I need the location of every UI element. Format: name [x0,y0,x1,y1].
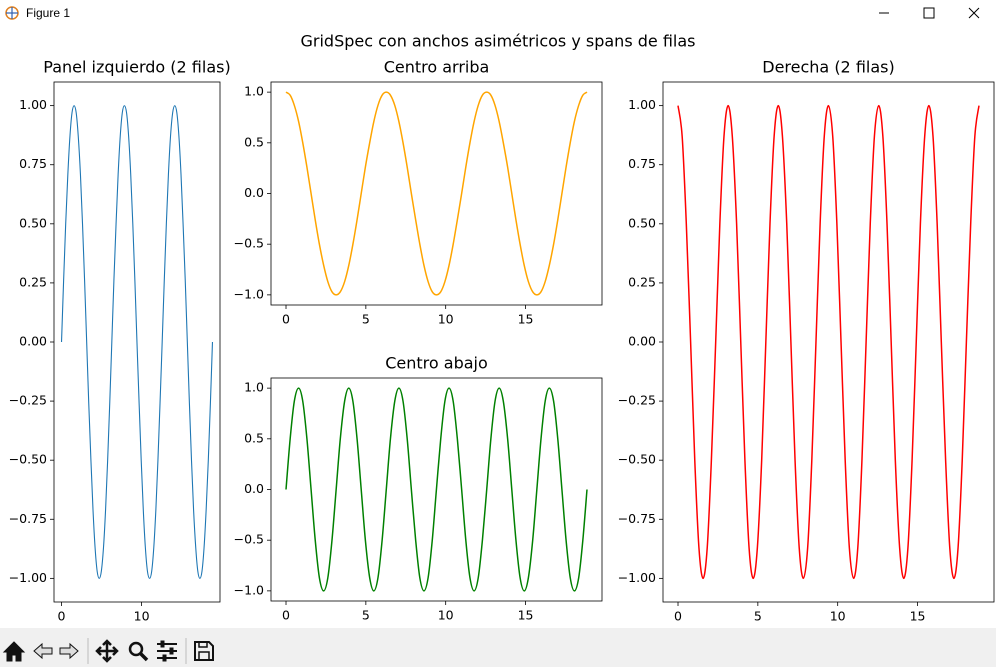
y-tick-label: 0.5 [244,134,264,149]
y-tick-label: −0.75 [618,511,656,526]
y-tick-label: 0.00 [628,334,656,349]
suptitle: GridSpec con anchos asimétricos y spans … [300,32,695,51]
data-line [285,387,588,592]
y-tick-label: 0.25 [19,274,47,289]
y-tick-label: 0.75 [19,156,47,171]
axes-title: Derecha (2 filas) [762,58,894,77]
y-tick-label: 1.00 [628,97,656,112]
axes-frame [270,81,603,306]
x-tick-label: 15 [518,312,534,327]
y-tick-label: 1.00 [19,97,47,112]
y-tick-label: −0.5 [234,532,264,547]
zoom-button[interactable] [128,641,144,657]
close-button[interactable] [968,7,980,19]
y-tick-label: 0.0 [244,185,264,200]
app-icon [5,6,19,20]
y-tick-label: 1.0 [244,380,264,395]
data-line [677,104,980,580]
x-tick-label: 15 [910,609,926,624]
y-tick-label: −1.0 [234,582,264,597]
toolbar [0,628,996,667]
x-tick-label: 10 [134,609,150,624]
y-tick-label: 0.5 [244,430,264,445]
x-tick-label: 10 [830,609,846,624]
y-tick-label: 1.0 [244,84,264,99]
x-tick-label: 5 [362,608,370,623]
y-tick-label: 0.50 [19,215,47,230]
x-tick-label: 0 [282,312,290,327]
axes-title: Centro arriba [384,58,490,77]
x-tick-label: 10 [438,608,454,623]
pan-button[interactable] [95,639,119,663]
data-line [285,91,588,296]
y-tick-label: 0.0 [244,481,264,496]
y-tick-label: −0.25 [9,393,47,408]
x-tick-label: 10 [438,312,454,327]
forward-button[interactable] [59,642,79,660]
y-tick-label: −0.75 [9,511,47,526]
axes-title: Panel izquierdo (2 filas) [43,58,230,77]
title-bar [0,0,996,28]
toolbar-icons [2,638,214,664]
y-tick-label: −0.5 [234,236,264,251]
y-tick-label: 0.25 [628,274,656,289]
y-tick-label: −0.50 [9,452,47,467]
x-tick-label: 0 [58,609,66,624]
configure-button[interactable] [157,643,177,659]
y-tick-label: −0.50 [618,452,656,467]
y-tick-label: −0.25 [618,393,656,408]
y-tick-label: −1.00 [618,570,656,585]
x-tick-label: 0 [282,608,290,623]
y-tick-label: 0.50 [628,215,656,230]
x-tick-label: 0 [674,609,682,624]
maximize-button[interactable] [923,7,935,19]
back-button[interactable] [33,642,53,660]
y-tick-label: 0.00 [19,334,47,349]
x-tick-label: 15 [518,608,534,623]
y-tick-label: 0.75 [628,156,656,171]
y-tick-label: −1.00 [9,570,47,585]
window-title: Figure 1 [26,6,70,20]
y-tick-label: −1.0 [234,286,264,301]
data-line [60,105,214,579]
x-tick-label: 5 [362,312,370,327]
home-button[interactable] [2,641,26,662]
axes-frame [662,81,995,603]
axes-title: Centro abajo [385,354,488,373]
x-tick-label: 5 [754,609,762,624]
